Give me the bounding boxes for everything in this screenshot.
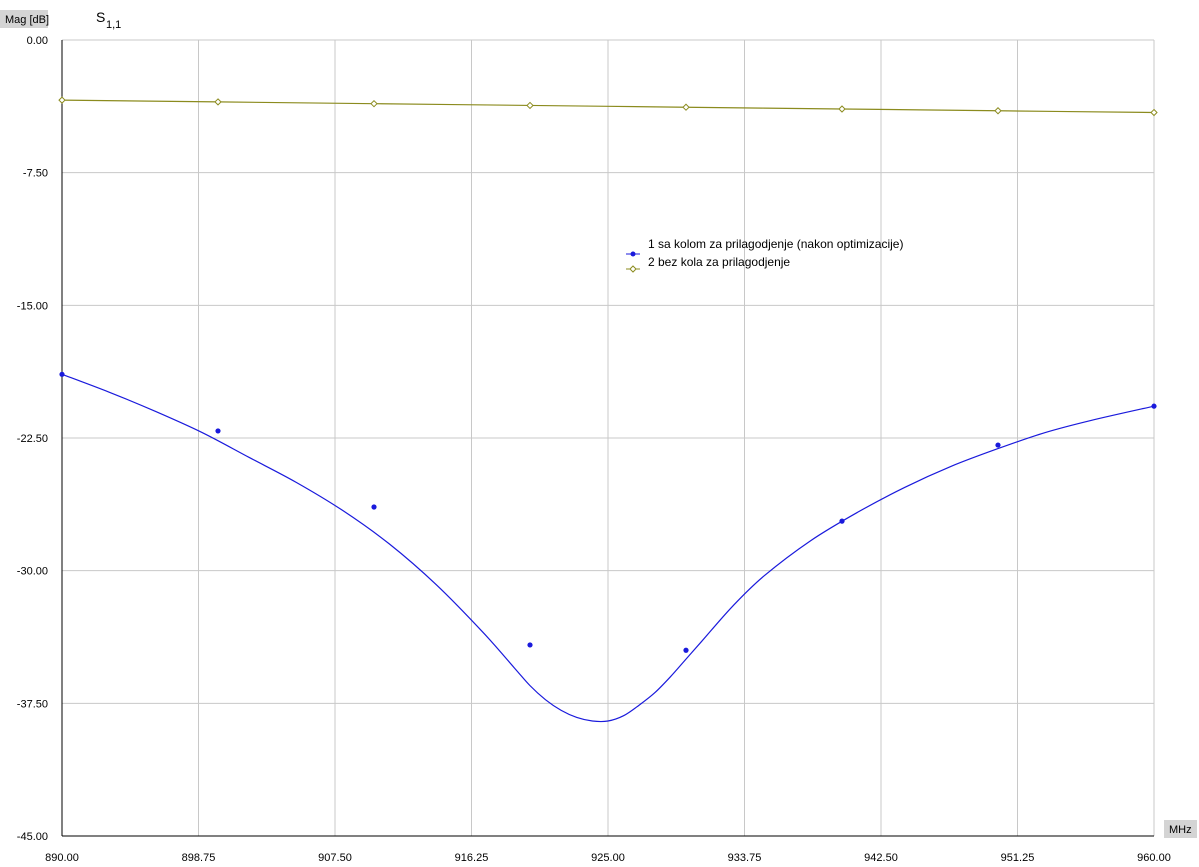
legend-entry-series-2: 2 bez kola za prilagodjenje xyxy=(626,255,790,273)
series-1 xyxy=(59,371,1157,723)
series-2-marker-6 xyxy=(994,107,1002,115)
series-2-marker-2 xyxy=(370,99,378,108)
series-2-marker-1 xyxy=(214,98,222,106)
x-tick-label-8: 960.00 xyxy=(1137,852,1171,864)
x-tick-label-4: 925.00 xyxy=(591,852,625,864)
x-axis-unit-background xyxy=(1164,820,1197,838)
grid-lines xyxy=(61,39,1155,837)
series-2-line xyxy=(61,99,1155,114)
series-1-marker-3 xyxy=(527,642,533,648)
x-tick-label-0: 890.00 xyxy=(45,852,79,864)
series-2-marker-0 xyxy=(58,96,66,104)
y-axis-label: Mag [dB] xyxy=(5,14,49,26)
series-1-marker-4 xyxy=(683,647,689,653)
series-1-line xyxy=(61,373,1155,723)
x-axis-unit-label: MHz xyxy=(1169,824,1192,836)
legend-entry-series-1: 1 sa kolom za prilagodjenje (nakon optim… xyxy=(626,237,903,257)
x-axis-unit-box: MHz xyxy=(1164,820,1197,838)
y-axis-label-box: Mag [dB] xyxy=(0,10,49,28)
series-1-marker-7 xyxy=(1151,403,1157,409)
series-2-marker-3 xyxy=(526,101,534,110)
y-tick-label-6: -45.00 xyxy=(17,831,48,843)
series-2-marker-5 xyxy=(838,105,846,113)
y-axis-label-background xyxy=(0,10,48,28)
y-tick-label-3: -22.50 xyxy=(17,433,48,445)
legend-swatch-marker-series-2 xyxy=(629,265,637,273)
series-1-marker-0 xyxy=(59,371,65,377)
series-1-marker-1 xyxy=(215,428,221,434)
x-tick-label-7: 951.25 xyxy=(1001,852,1035,864)
series-1-marker-5 xyxy=(839,518,845,524)
y-tick-label-1: -7.50 xyxy=(23,168,48,180)
y-tick-label-2: -15.00 xyxy=(17,300,48,312)
legend: 1 sa kolom za prilagodjenje (nakon optim… xyxy=(626,237,903,273)
y-tick-label-0: 0.00 xyxy=(27,35,48,47)
y-tick-label-4: -30.00 xyxy=(17,566,48,578)
x-tick-label-3: 916.25 xyxy=(455,852,489,864)
series-1-marker-2 xyxy=(371,504,377,510)
y-tick-labels: 0.00 -7.50 -15.00 -22.50 -30.00 -37.50 -45.00 xyxy=(17,35,48,843)
x-tick-label-2: 907.50 xyxy=(318,852,352,864)
axes xyxy=(61,40,1154,837)
legend-label-series-1: 1 sa kolom za prilagodjenje (nakon optim… xyxy=(648,237,903,251)
chart-title: S 1,1 xyxy=(96,9,121,31)
series-2-marker-4 xyxy=(682,103,690,111)
x-tick-label-5: 933.75 xyxy=(728,852,762,864)
y-tick-label-5: -37.50 xyxy=(17,698,48,710)
series-1-marker-6 xyxy=(995,442,1001,448)
series-2 xyxy=(58,96,1158,117)
series-layer xyxy=(58,96,1158,723)
chart-title-main: S xyxy=(96,9,105,25)
chart-title-subscript: 1,1 xyxy=(106,19,121,31)
legend-swatch-marker-series-1 xyxy=(630,251,636,257)
legend-label-series-2: 2 bez kola za prilagodjenje xyxy=(648,255,790,269)
series-2-marker-7 xyxy=(1150,108,1158,117)
x-tick-labels: 890.00 898.75 907.50 916.25 925.00 933.75 942.… xyxy=(45,852,1171,864)
x-tick-label-1: 898.75 xyxy=(182,852,216,864)
x-tick-label-6: 942.50 xyxy=(864,852,898,864)
